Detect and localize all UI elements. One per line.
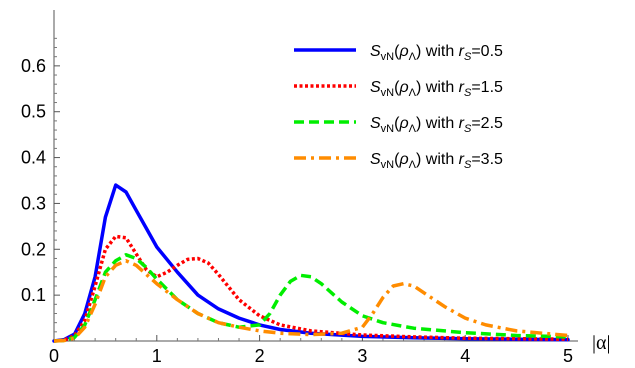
x-tick-label: 4 <box>460 346 470 366</box>
series-line-3 <box>53 253 569 343</box>
series-lines <box>52 183 570 343</box>
legend-part-sub1: vN <box>381 123 395 135</box>
legend-label-2: SvN(ρΛ) with rS=1.5 <box>370 79 503 99</box>
legend-part-s: S <box>370 43 381 60</box>
x-tick-label: 2 <box>255 346 265 366</box>
series-line-2 <box>53 234 569 343</box>
y-tick-label: 0.3 <box>21 193 46 213</box>
legend-part-r: r <box>459 151 465 168</box>
legend-part-sub3: S <box>464 159 472 171</box>
legend-part-val: =3.5 <box>471 151 503 168</box>
legend-part-mid1: ( <box>394 151 400 168</box>
legend-part-s: S <box>370 151 381 168</box>
series-line-1 <box>52 183 570 343</box>
legend-part-sub1: vN <box>381 87 395 99</box>
legend-part-r: r <box>459 79 465 96</box>
legend-label-1: SvN(ρΛ) with rS=0.5 <box>370 43 503 63</box>
legend-part-r: r <box>459 43 465 60</box>
legend-part-val: =0.5 <box>471 43 503 60</box>
legend-part-sub3: S <box>464 87 472 99</box>
legend-label-4: SvN(ρΛ) with rS=3.5 <box>370 151 503 171</box>
legend-part-sub2: Λ <box>409 159 417 171</box>
legend-part-sub3: S <box>464 51 472 63</box>
legend-part-mid1: ( <box>394 79 400 96</box>
legend-part-sub1: vN <box>381 159 395 171</box>
legend-part-rho: ρ <box>398 43 408 60</box>
legend-part-s: S <box>370 115 381 132</box>
x-axis-label: |α| <box>592 332 611 354</box>
series-line-4 <box>53 259 569 343</box>
legend-part-val: =1.5 <box>471 79 503 96</box>
y-tick-label: 0.5 <box>21 102 46 122</box>
y-tick-label: 0.6 <box>21 56 46 76</box>
y-tick-label: 0.1 <box>21 285 46 305</box>
y-ticks: 0.1 0.2 0.3 0.4 0.5 0.6 <box>21 37 60 333</box>
legend-part-val: =2.5 <box>471 115 503 132</box>
x-tick-label: 0 <box>49 346 59 366</box>
legend-part-mid2: ) with <box>416 115 459 132</box>
legend-part-mid2: ) with <box>416 79 459 96</box>
x-tick-label: 1 <box>152 346 162 366</box>
legend-part-mid1: ( <box>394 43 400 60</box>
x-tick-label: 3 <box>357 346 367 366</box>
legend-part-sub3: S <box>464 123 472 135</box>
legend-part-r: r <box>459 115 465 132</box>
legend-part-mid2: ) with <box>416 151 459 168</box>
legend-label-3: SvN(ρΛ) with rS=2.5 <box>370 115 503 135</box>
legend-part-sub1: vN <box>381 51 395 63</box>
legend-part-rho: ρ <box>398 151 408 168</box>
legend-part-rho: ρ <box>398 79 408 96</box>
legend-part-rho: ρ <box>398 115 408 132</box>
legend-part-sub2: Λ <box>409 87 417 99</box>
legend-part-mid2: ) with <box>416 43 459 60</box>
legend-part-s: S <box>370 79 381 96</box>
y-tick-label: 0.4 <box>21 148 46 168</box>
y-tick-label: 0.2 <box>21 239 46 259</box>
legend-part-sub2: Λ <box>409 123 417 135</box>
legend-part-mid1: ( <box>394 115 400 132</box>
x-tick-label: 5 <box>563 346 573 366</box>
legend-part-sub2: Λ <box>409 51 417 63</box>
